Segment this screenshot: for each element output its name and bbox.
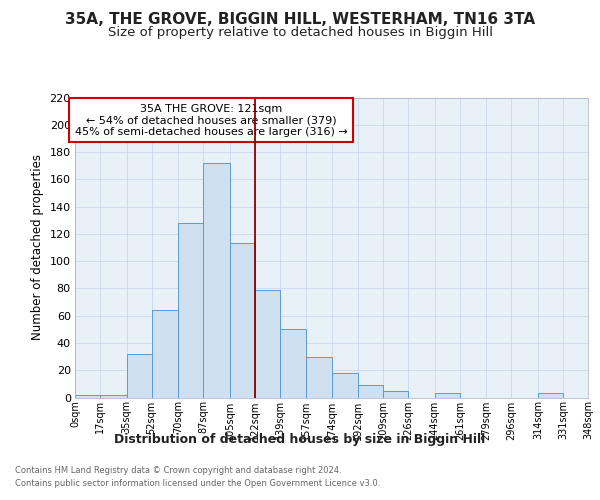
Bar [307, 356, 331, 398]
Y-axis label: Number of detached properties: Number of detached properties [31, 154, 44, 340]
Text: 35A THE GROVE: 121sqm
← 54% of detached houses are smaller (379)
45% of semi-det: 35A THE GROVE: 121sqm ← 54% of detached … [74, 104, 347, 136]
Bar [152, 310, 178, 398]
Bar [383, 390, 408, 398]
Bar [230, 244, 255, 398]
Bar [434, 394, 460, 398]
Bar [178, 223, 203, 398]
Text: Contains public sector information licensed under the Open Government Licence v3: Contains public sector information licen… [15, 479, 380, 488]
Text: 35A, THE GROVE, BIGGIN HILL, WESTERHAM, TN16 3TA: 35A, THE GROVE, BIGGIN HILL, WESTERHAM, … [65, 12, 535, 28]
Text: Contains HM Land Registry data © Crown copyright and database right 2024.: Contains HM Land Registry data © Crown c… [15, 466, 341, 475]
Text: Distribution of detached houses by size in Biggin Hill: Distribution of detached houses by size … [115, 432, 485, 446]
Bar [538, 394, 563, 398]
Bar [331, 373, 358, 398]
Bar [280, 330, 307, 398]
Bar [203, 163, 230, 398]
Bar [127, 354, 152, 398]
Text: Size of property relative to detached houses in Biggin Hill: Size of property relative to detached ho… [107, 26, 493, 39]
Bar [255, 290, 280, 398]
Bar [358, 385, 383, 398]
Bar [100, 395, 127, 398]
Bar [75, 395, 100, 398]
